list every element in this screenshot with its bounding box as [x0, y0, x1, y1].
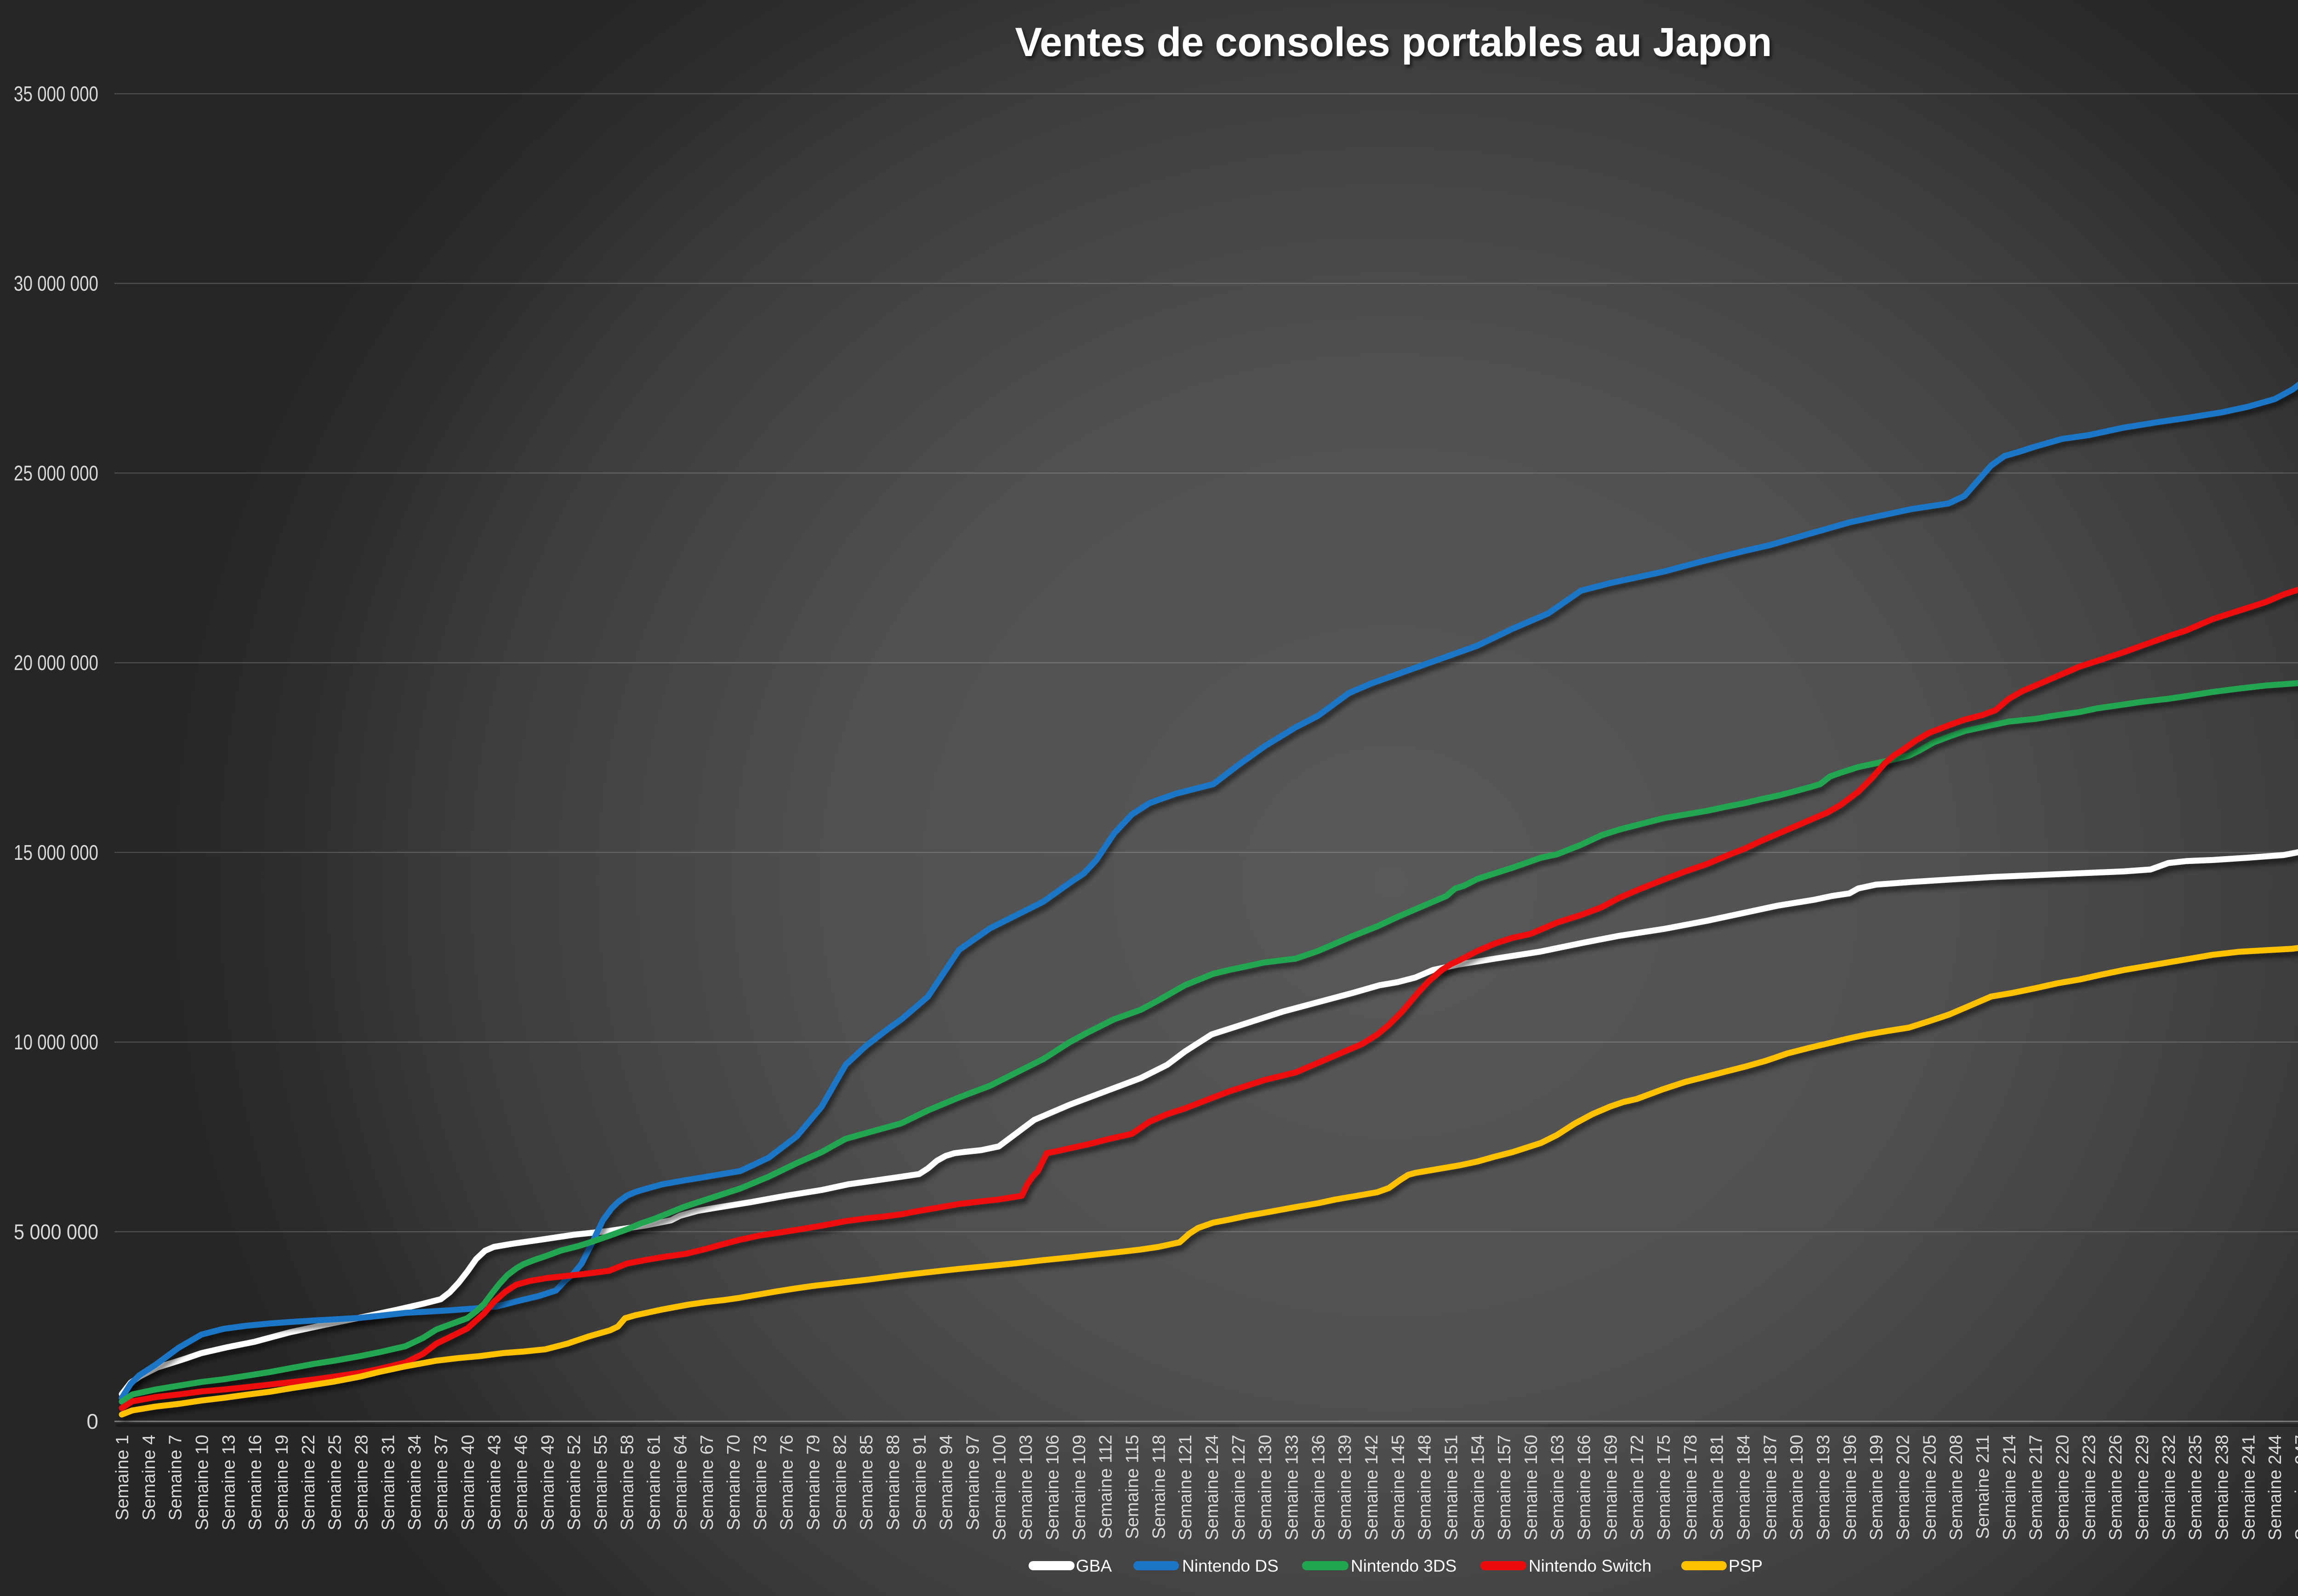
svg-text:Semaine 193: Semaine 193	[1814, 1435, 1833, 1540]
svg-text:Semaine 100: Semaine 100	[990, 1435, 1009, 1540]
svg-text:Semaine 28: Semaine 28	[352, 1435, 372, 1530]
svg-text:20 000 000: 20 000 000	[14, 651, 98, 675]
svg-text:Semaine 163: Semaine 163	[1548, 1435, 1568, 1540]
svg-text:Semaine 139: Semaine 139	[1335, 1435, 1355, 1540]
svg-text:Semaine 244: Semaine 244	[2265, 1435, 2285, 1540]
svg-text:Semaine 25: Semaine 25	[325, 1435, 345, 1530]
svg-text:Semaine 37: Semaine 37	[432, 1435, 451, 1530]
svg-text:0: 0	[86, 1409, 98, 1433]
svg-text:Semaine 238: Semaine 238	[2213, 1435, 2232, 1540]
svg-text:Semaine 172: Semaine 172	[1627, 1435, 1647, 1540]
svg-text:GBA: GBA	[1076, 1556, 1112, 1575]
svg-text:Semaine 169: Semaine 169	[1601, 1435, 1621, 1540]
svg-text:Semaine 199: Semaine 199	[1867, 1435, 1887, 1540]
svg-text:Semaine 97: Semaine 97	[963, 1435, 983, 1530]
svg-text:Semaine 214: Semaine 214	[2000, 1435, 2019, 1540]
svg-text:Semaine 127: Semaine 127	[1229, 1435, 1249, 1540]
svg-text:Semaine 88: Semaine 88	[883, 1435, 903, 1530]
svg-text:15 000 000: 15 000 000	[14, 841, 98, 864]
svg-text:Semaine 211: Semaine 211	[1973, 1435, 1993, 1539]
svg-text:Semaine 232: Semaine 232	[2159, 1435, 2179, 1540]
svg-text:Semaine 241: Semaine 241	[2239, 1435, 2258, 1540]
svg-text:Semaine 115: Semaine 115	[1123, 1435, 1143, 1539]
svg-text:Semaine 148: Semaine 148	[1415, 1435, 1435, 1540]
svg-text:Semaine 82: Semaine 82	[830, 1435, 850, 1530]
svg-text:PSP: PSP	[1729, 1556, 1763, 1575]
svg-text:Semaine 235: Semaine 235	[2186, 1435, 2206, 1540]
svg-text:Semaine 142: Semaine 142	[1362, 1435, 1382, 1540]
svg-text:Semaine 181: Semaine 181	[1707, 1435, 1727, 1540]
svg-text:Semaine 94: Semaine 94	[937, 1435, 956, 1530]
svg-text:Semaine 145: Semaine 145	[1388, 1435, 1408, 1540]
svg-text:Semaine 40: Semaine 40	[458, 1435, 478, 1530]
svg-text:5 000 000: 5 000 000	[14, 1220, 98, 1244]
svg-text:Semaine 7: Semaine 7	[166, 1435, 186, 1520]
svg-text:Semaine 121: Semaine 121	[1176, 1435, 1195, 1540]
svg-text:Semaine 34: Semaine 34	[405, 1435, 425, 1530]
svg-text:Nintendo DS: Nintendo DS	[1182, 1556, 1279, 1575]
svg-text:Semaine 196: Semaine 196	[1840, 1435, 1860, 1540]
svg-text:Semaine 157: Semaine 157	[1495, 1435, 1514, 1540]
svg-text:30 000 000: 30 000 000	[14, 272, 98, 295]
svg-text:10 000 000: 10 000 000	[14, 1030, 98, 1054]
svg-text:Semaine 154: Semaine 154	[1468, 1435, 1488, 1540]
svg-text:35 000 000: 35 000 000	[14, 82, 98, 106]
svg-text:Semaine 184: Semaine 184	[1734, 1435, 1754, 1540]
svg-text:Ventes de consoles portables a: Ventes de consoles portables au Japon	[1015, 19, 1772, 65]
svg-text:Semaine 58: Semaine 58	[618, 1435, 637, 1530]
svg-text:Semaine 31: Semaine 31	[378, 1435, 398, 1530]
svg-text:Semaine 223: Semaine 223	[2079, 1435, 2099, 1540]
svg-text:Semaine 1: Semaine 1	[113, 1435, 132, 1520]
svg-text:Semaine 85: Semaine 85	[857, 1435, 876, 1530]
svg-text:Semaine 112: Semaine 112	[1096, 1435, 1116, 1539]
svg-text:Semaine 208: Semaine 208	[1946, 1435, 1966, 1540]
svg-text:Semaine 220: Semaine 220	[2053, 1435, 2073, 1540]
svg-text:Semaine 19: Semaine 19	[272, 1435, 292, 1530]
svg-text:Semaine 67: Semaine 67	[697, 1435, 717, 1530]
svg-text:Semaine 52: Semaine 52	[564, 1435, 584, 1530]
svg-text:Semaine 22: Semaine 22	[299, 1435, 319, 1530]
svg-text:Semaine 49: Semaine 49	[538, 1435, 557, 1530]
svg-text:Semaine 178: Semaine 178	[1681, 1435, 1701, 1540]
svg-text:Semaine 10: Semaine 10	[193, 1435, 212, 1530]
svg-text:Semaine 70: Semaine 70	[724, 1435, 744, 1530]
svg-text:Semaine 16: Semaine 16	[245, 1435, 265, 1530]
svg-text:Semaine 109: Semaine 109	[1069, 1435, 1089, 1540]
svg-text:Semaine 133: Semaine 133	[1282, 1435, 1302, 1540]
svg-text:Semaine 43: Semaine 43	[485, 1435, 505, 1530]
svg-text:Semaine 229: Semaine 229	[2133, 1435, 2152, 1540]
svg-text:Semaine 124: Semaine 124	[1202, 1435, 1222, 1540]
svg-text:Semaine 190: Semaine 190	[1787, 1435, 1807, 1540]
svg-text:Semaine 106: Semaine 106	[1043, 1435, 1063, 1540]
svg-text:Nintendo Switch: Nintendo Switch	[1529, 1556, 1651, 1575]
svg-text:Semaine 118: Semaine 118	[1149, 1435, 1169, 1539]
svg-text:Semaine 187: Semaine 187	[1760, 1435, 1780, 1540]
svg-text:Semaine 247: Semaine 247	[2292, 1435, 2298, 1540]
svg-text:Semaine 151: Semaine 151	[1441, 1435, 1461, 1540]
svg-text:Semaine 103: Semaine 103	[1016, 1435, 1036, 1540]
svg-text:Semaine 79: Semaine 79	[804, 1435, 824, 1530]
svg-text:Semaine 226: Semaine 226	[2106, 1435, 2126, 1540]
svg-text:Semaine 130: Semaine 130	[1256, 1435, 1275, 1540]
svg-text:25 000 000: 25 000 000	[14, 461, 98, 485]
svg-text:Semaine 217: Semaine 217	[2026, 1435, 2046, 1540]
svg-text:Semaine 136: Semaine 136	[1308, 1435, 1328, 1540]
svg-text:Semaine 46: Semaine 46	[511, 1435, 531, 1530]
svg-text:Semaine 175: Semaine 175	[1654, 1435, 1674, 1540]
svg-text:Semaine 73: Semaine 73	[751, 1435, 770, 1530]
svg-text:Semaine 61: Semaine 61	[644, 1435, 664, 1530]
svg-text:Nintendo 3DS: Nintendo 3DS	[1351, 1556, 1456, 1575]
svg-text:Semaine 166: Semaine 166	[1575, 1435, 1594, 1540]
svg-text:Semaine 160: Semaine 160	[1521, 1435, 1541, 1540]
svg-text:Semaine 205: Semaine 205	[1920, 1435, 1940, 1540]
svg-text:Semaine 4: Semaine 4	[139, 1435, 159, 1520]
svg-text:Semaine 202: Semaine 202	[1894, 1435, 1913, 1540]
svg-text:Semaine 76: Semaine 76	[777, 1435, 797, 1530]
svg-text:Semaine 55: Semaine 55	[591, 1435, 611, 1530]
svg-text:Semaine 13: Semaine 13	[219, 1435, 239, 1530]
svg-text:Semaine 91: Semaine 91	[910, 1435, 930, 1530]
svg-text:Semaine 64: Semaine 64	[671, 1435, 690, 1530]
